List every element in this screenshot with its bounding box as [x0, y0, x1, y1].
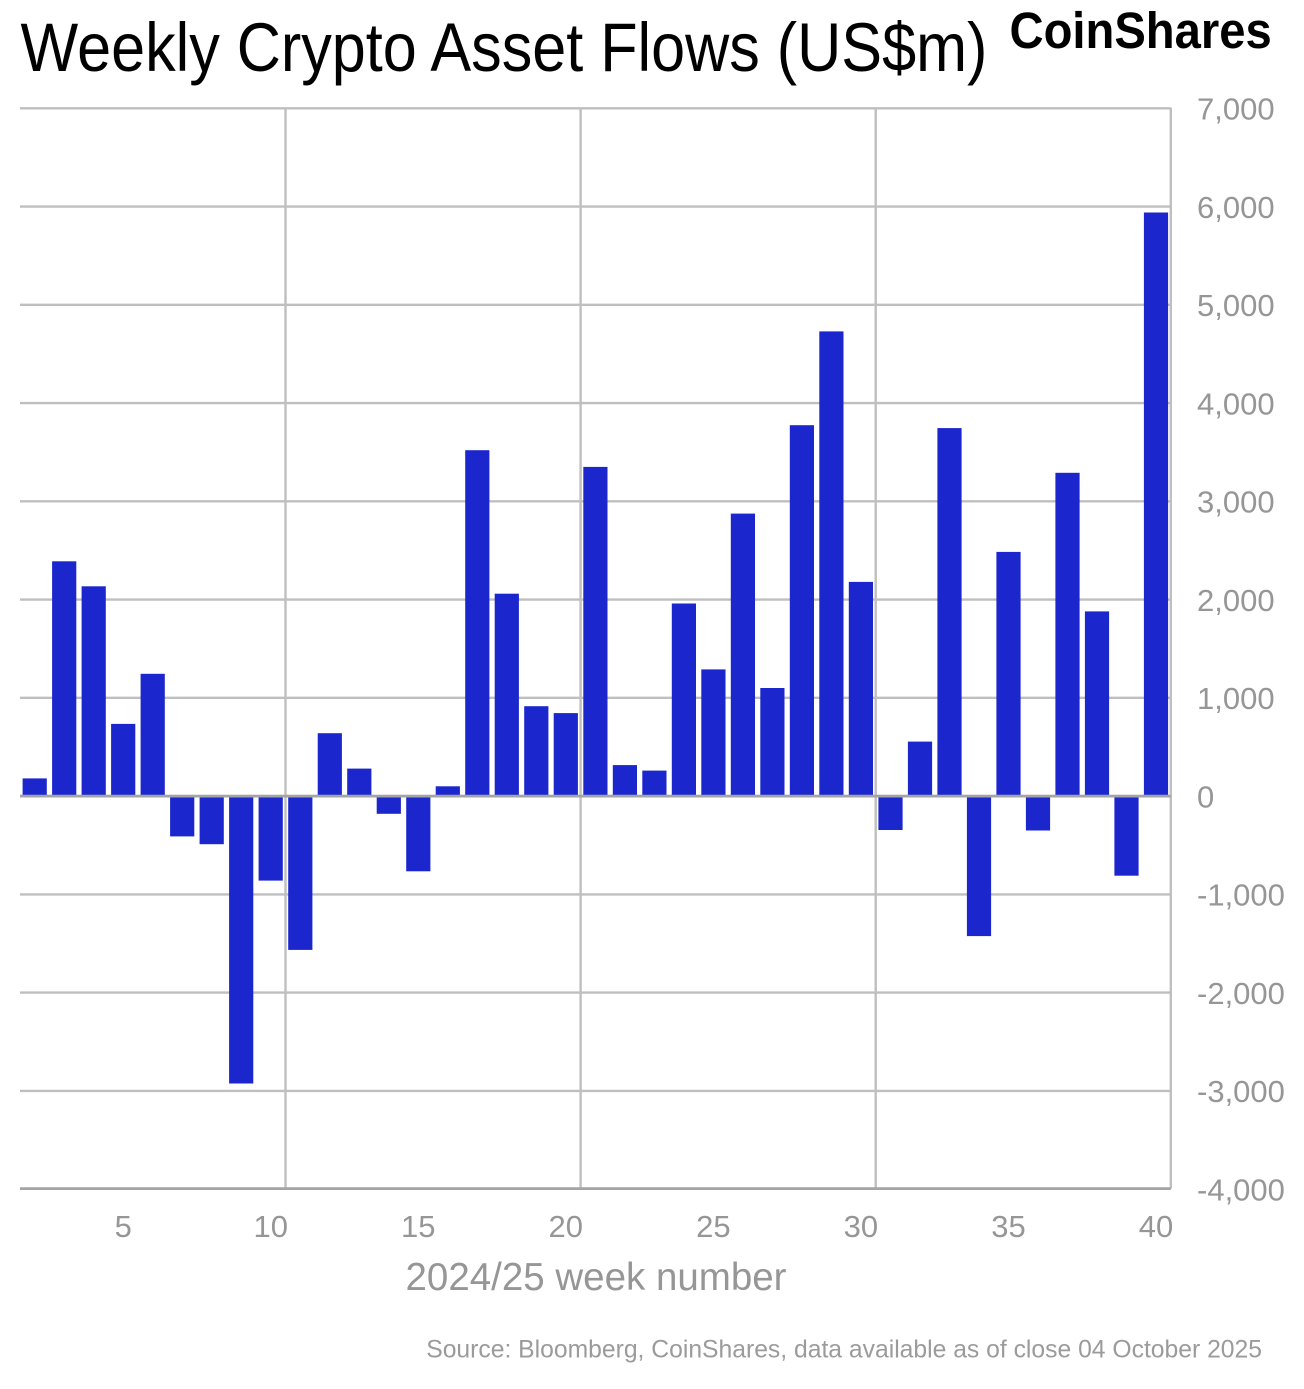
svg-text:2024/25 week number: 2024/25 week number: [406, 1256, 787, 1299]
svg-text:7,000: 7,000: [1197, 92, 1275, 127]
svg-text:40: 40: [1139, 1209, 1173, 1244]
svg-text:10: 10: [253, 1209, 287, 1244]
svg-text:3,000: 3,000: [1197, 485, 1275, 520]
svg-text:1,000: 1,000: [1197, 681, 1275, 716]
svg-text:25: 25: [696, 1209, 730, 1244]
svg-text:5,000: 5,000: [1197, 288, 1275, 323]
svg-text:2,000: 2,000: [1197, 583, 1275, 618]
svg-text:0: 0: [1197, 779, 1214, 814]
svg-text:-3,000: -3,000: [1197, 1074, 1285, 1109]
svg-text:15: 15: [401, 1209, 435, 1244]
svg-text:Source: Bloomberg, CoinShares,: Source: Bloomberg, CoinShares, data avai…: [426, 1337, 1262, 1364]
svg-text:4,000: 4,000: [1197, 386, 1275, 421]
svg-text:-1,000: -1,000: [1197, 878, 1285, 913]
svg-text:CoınShares: CoınShares: [1010, 2, 1272, 59]
svg-text:-2,000: -2,000: [1197, 976, 1285, 1011]
svg-text:20: 20: [549, 1209, 583, 1244]
svg-text:30: 30: [844, 1209, 878, 1244]
svg-text:35: 35: [991, 1209, 1025, 1244]
svg-text:6,000: 6,000: [1197, 190, 1275, 225]
svg-text:-4,000: -4,000: [1197, 1172, 1285, 1207]
svg-text:Weekly Crypto Asset Flows (US$: Weekly Crypto Asset Flows (US$m): [21, 9, 988, 86]
svg-text:5: 5: [115, 1209, 132, 1244]
